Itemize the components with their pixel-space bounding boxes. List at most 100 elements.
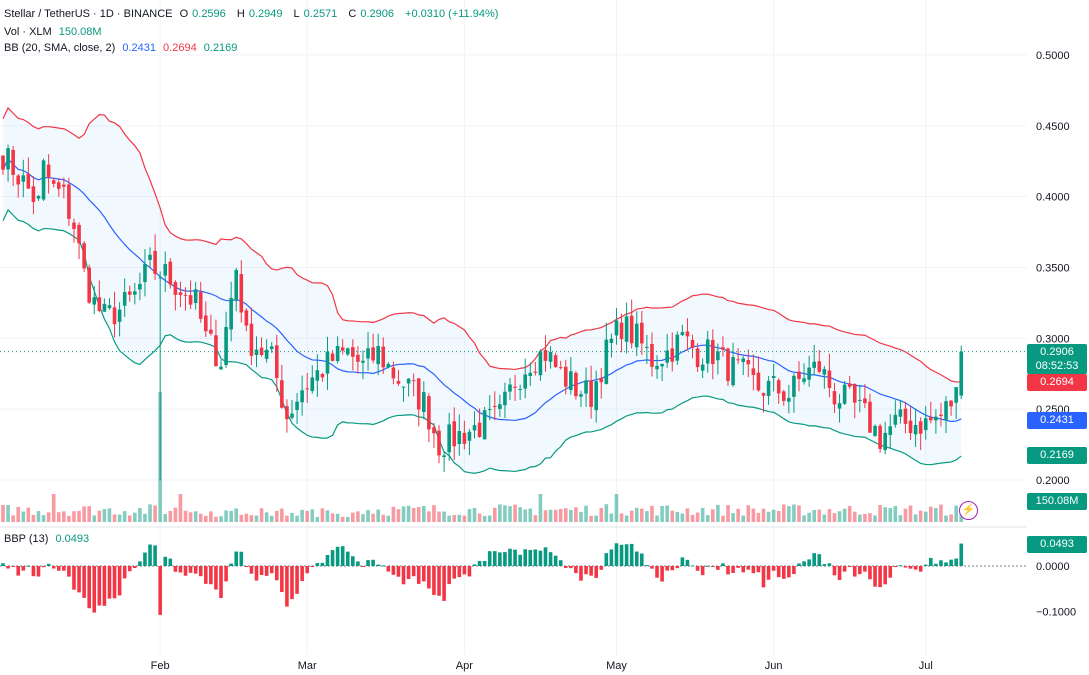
candle-body	[356, 354, 360, 362]
volume-bar	[721, 515, 725, 522]
volume-bar	[690, 514, 695, 522]
bbp-label[interactable]: BBP (13)	[4, 533, 49, 545]
candle-body	[898, 409, 903, 417]
bb-fill	[3, 107, 962, 474]
bbp-bar	[812, 553, 816, 566]
bbp-bar	[280, 566, 284, 593]
candle-body	[847, 383, 852, 387]
time-tick-label: Mar	[298, 660, 317, 672]
bbp-histogram	[0, 543, 1027, 615]
candle-body	[563, 366, 568, 387]
volume-bar	[280, 508, 284, 522]
candle-body	[122, 292, 127, 306]
volume-bar	[295, 515, 299, 522]
bbp-bar	[386, 566, 391, 572]
bbp-bar	[391, 566, 396, 575]
candle-body	[913, 424, 918, 435]
volume-bar	[685, 508, 690, 522]
volume-bar	[579, 511, 583, 522]
candle-body	[934, 416, 938, 421]
symbol-title[interactable]: Stellar / TetherUS · 1D · BINANCE	[4, 8, 173, 20]
volume-bar	[619, 513, 624, 522]
volume-bar	[954, 505, 958, 522]
bbp-bar	[254, 566, 259, 581]
volume-bar	[589, 515, 593, 522]
bbp-bar	[127, 566, 132, 572]
candle-body	[290, 413, 294, 418]
bbp-bar	[300, 566, 304, 582]
bbp-bar	[356, 561, 360, 566]
bb-label[interactable]: BB (20, SMA, close, 2)	[4, 42, 116, 54]
price-tick-label: 0.5000	[1036, 50, 1070, 62]
volume-bar	[300, 509, 304, 522]
bbp-bar	[553, 555, 558, 566]
time-tick-label: Jun	[765, 660, 783, 672]
bbp-bar	[361, 566, 365, 567]
bbp-bar	[589, 566, 593, 576]
volume-bar	[16, 506, 21, 522]
volume-bar	[269, 515, 274, 522]
bbp-bar	[827, 563, 832, 566]
candle-body	[482, 410, 487, 440]
volume-label[interactable]: Vol · XLM	[4, 26, 52, 38]
candle-body	[209, 329, 213, 334]
time-axis[interactable]: Feb Mar Apr May Jun Jul	[151, 660, 933, 672]
bbp-bar	[274, 566, 279, 581]
volume-bar	[117, 514, 122, 522]
bbp-bar	[954, 558, 958, 566]
price-candles	[1, 144, 964, 480]
bbp-bar	[209, 566, 213, 585]
volume-bar	[949, 514, 953, 522]
time-tick-label: May	[606, 660, 627, 672]
candle-body	[918, 421, 923, 434]
volume-bar	[604, 504, 609, 522]
volume-bar	[21, 511, 26, 522]
volume-tag: 150.08M	[1027, 493, 1087, 510]
bb-basis-tag: 0.2431	[1027, 412, 1087, 429]
bbp-bar	[330, 550, 335, 566]
bbp-bar	[340, 546, 345, 566]
candle-body	[386, 363, 391, 368]
candle-body	[51, 180, 56, 184]
bbp-bar	[487, 551, 492, 566]
candle-body	[700, 364, 705, 371]
candle-body	[143, 264, 147, 283]
candle-body	[219, 366, 223, 370]
bbp-bar	[918, 566, 923, 572]
volume-bar	[852, 511, 857, 522]
bbp-bar	[335, 546, 340, 566]
candle-body	[797, 371, 801, 380]
bbp-bar	[31, 566, 36, 577]
bbp-tick-label: −0.1000	[1036, 607, 1076, 619]
candle-body	[401, 386, 406, 388]
candle-body	[320, 373, 325, 378]
volume-bar	[335, 513, 340, 522]
candle-body	[508, 384, 512, 392]
bbp-bar	[756, 566, 761, 573]
volume-bar	[381, 514, 386, 522]
bbp-bar	[143, 552, 147, 566]
candle-body	[949, 400, 953, 407]
ohlc-high: H 0.2949	[236, 8, 283, 20]
bbp-bar	[183, 566, 188, 576]
volume-bar	[812, 509, 816, 522]
bbp-legend: BBP (13) 0.0493	[4, 532, 93, 546]
bbp-bar	[437, 566, 441, 596]
candle-body	[442, 455, 446, 458]
bbp-bar	[452, 566, 457, 579]
bbp-bar	[188, 566, 193, 573]
candle-body	[457, 431, 462, 445]
candle-body	[543, 350, 548, 361]
bbp-bar	[569, 566, 573, 569]
bbp-bar	[929, 557, 933, 566]
volume-bar	[847, 505, 852, 522]
bbp-bar	[41, 566, 46, 568]
volume-bar	[898, 515, 903, 522]
bbp-bar	[442, 566, 446, 601]
price-axis[interactable]: 0.50000.45000.40000.35000.30000.25000.20…	[1036, 50, 1076, 619]
bbp-bar	[934, 563, 938, 566]
lightning-icon[interactable]: ⚡	[959, 501, 978, 520]
bbp-bar	[244, 566, 249, 567]
volume-bar	[325, 510, 330, 522]
